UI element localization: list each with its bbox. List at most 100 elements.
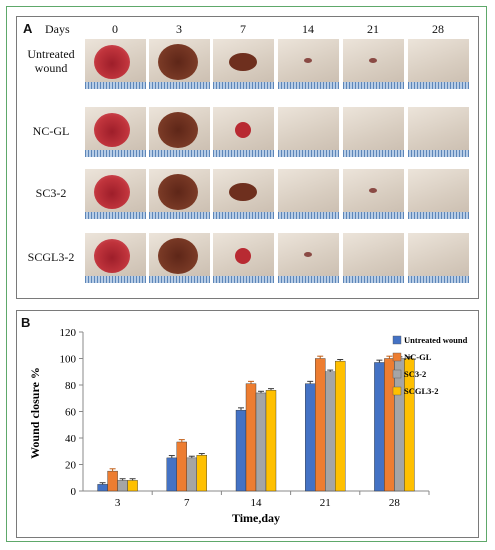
days-label: Days	[45, 22, 70, 36]
bar-sc3-2-day-14	[255, 392, 267, 492]
x-tick-label: 28	[389, 497, 401, 509]
x-tick-label: 14	[251, 497, 263, 509]
wound-photo	[213, 233, 274, 283]
wound-photo	[278, 39, 339, 89]
wound-photo	[149, 233, 210, 283]
wound-area	[235, 122, 251, 138]
panel-b-label: B	[21, 315, 31, 330]
x-axis-label: Time,day	[232, 511, 280, 525]
wound-photo	[343, 233, 404, 283]
wound-photo	[85, 39, 146, 89]
bar-untreated-wound-day-3	[97, 484, 108, 492]
ruler-scale	[213, 276, 274, 283]
ruler-scale	[408, 82, 469, 89]
wound-area	[94, 113, 130, 147]
panel-b: B 0 20 40 60 80 100 120 3 7 14 21 28 Wound closure…	[16, 310, 479, 538]
legend-swatch	[392, 352, 402, 362]
wound-photo	[85, 169, 146, 219]
bar-sc3-2-day-21	[325, 371, 336, 492]
x-tick-label: 7	[184, 497, 190, 509]
bar-scgl3-2-day-21	[335, 360, 346, 492]
legend-label: NC-GL	[404, 352, 432, 362]
bar-sc3-2-day-3	[117, 480, 128, 492]
ruler-scale	[278, 150, 339, 157]
y-tick-label: 80	[65, 380, 77, 392]
ruler-scale	[278, 82, 339, 89]
bar-untreated-wound-day-21	[305, 383, 316, 492]
legend-label: Untreated wound	[404, 335, 468, 345]
ruler-scale	[85, 276, 146, 283]
day-label-28: 28	[432, 22, 444, 36]
bar-scgl3-2-day-3	[127, 480, 138, 492]
day-label-21: 21	[367, 22, 379, 36]
bar-untreated-wound-day-14	[235, 409, 247, 492]
bar-untreated-wound-day-7	[166, 457, 178, 492]
legend-label: SCGL3-2	[404, 386, 438, 396]
wound-photo	[278, 107, 339, 157]
row-label: SC3-2	[35, 186, 67, 200]
bar-nc-gl-day-28	[384, 358, 395, 492]
y-tick-label: 100	[60, 354, 77, 366]
bar-untreated-wound-day-28	[374, 362, 385, 492]
wound-area	[229, 53, 257, 71]
wound-area	[158, 112, 198, 148]
bar-nc-gl-day-14	[245, 383, 257, 492]
y-tick-label: 40	[65, 433, 77, 445]
wound-photo	[408, 107, 469, 157]
day-label-14: 14	[302, 22, 314, 36]
wound-area	[235, 248, 251, 264]
wound-photo	[213, 169, 274, 219]
ruler-scale	[213, 82, 274, 89]
ruler-scale	[343, 276, 404, 283]
row-label: SCGL3-2	[27, 250, 75, 264]
ruler-scale	[149, 212, 210, 219]
legend-swatch	[392, 335, 402, 345]
bar-scgl3-2-day-7	[196, 455, 208, 492]
wound-area	[304, 252, 312, 257]
x-tick-label: 21	[320, 497, 331, 509]
bar-nc-gl-day-7	[176, 441, 188, 492]
row-label: Untreated wound	[27, 47, 75, 75]
y-tick-label: 120	[60, 327, 77, 339]
ruler-scale	[408, 212, 469, 219]
ruler-scale	[408, 276, 469, 283]
bar-sc3-2-day-28	[394, 358, 405, 492]
panel-a: A Days 0 3 7 14 21 28 Untreated wound NC-GL SC3…	[16, 16, 479, 299]
wound-photo	[408, 169, 469, 219]
wound-photo	[149, 39, 210, 89]
bar-sc3-2-day-7	[186, 457, 198, 492]
day-label-3: 3	[176, 22, 182, 36]
wound-area	[158, 238, 198, 274]
wound-area	[229, 183, 257, 201]
wound-photo	[343, 169, 404, 219]
ruler-scale	[213, 150, 274, 157]
y-tick-label: 20	[65, 460, 77, 472]
wound-photo	[85, 107, 146, 157]
wound-area	[369, 188, 377, 193]
y-tick-label: 0	[71, 486, 77, 498]
wound-photo	[149, 169, 210, 219]
wound-area	[369, 58, 377, 63]
wound-closure-chart: 0 20 40 60 80 100 120 3 7 14 21 28 Wound closure %…	[28, 327, 468, 525]
legend-swatch	[392, 386, 402, 396]
wound-photo	[213, 39, 274, 89]
wound-photo	[278, 169, 339, 219]
bar-nc-gl-day-3	[107, 470, 118, 492]
wound-photo	[278, 233, 339, 283]
ruler-scale	[343, 212, 404, 219]
wound-photo	[343, 39, 404, 89]
day-label-7: 7	[240, 22, 246, 36]
wound-area	[94, 175, 130, 209]
ruler-scale	[278, 276, 339, 283]
bar-nc-gl-day-21	[315, 358, 326, 492]
wound-photo	[408, 39, 469, 89]
wound-area	[158, 44, 198, 80]
wound-area	[304, 58, 312, 63]
panel-a-label: A	[23, 21, 33, 36]
y-tick-label: 60	[65, 407, 77, 419]
ruler-scale	[85, 212, 146, 219]
bar-scgl3-2-day-14	[265, 390, 277, 492]
wound-area	[94, 239, 130, 273]
ruler-scale	[343, 82, 404, 89]
wound-photo	[85, 233, 146, 283]
